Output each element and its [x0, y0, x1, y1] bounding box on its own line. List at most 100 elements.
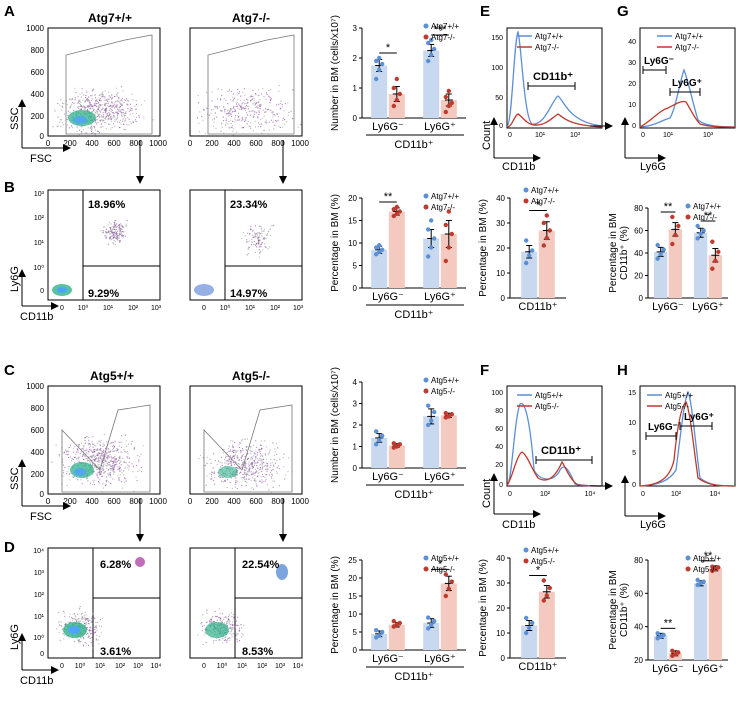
event-dot	[71, 103, 73, 105]
event-dot	[120, 123, 122, 125]
legend-wt: Atg5+/+	[665, 391, 693, 400]
event-dot	[101, 451, 103, 453]
event-dot	[251, 241, 253, 243]
event-dot	[120, 104, 122, 107]
tick: 100	[491, 65, 503, 72]
event-dot	[109, 221, 111, 223]
event-dot	[115, 224, 117, 226]
tick: 0	[202, 663, 206, 670]
event-dot	[51, 461, 53, 463]
event-dot	[78, 608, 81, 610]
significance-label: **	[704, 210, 713, 222]
tick: 200	[205, 139, 219, 148]
event-dot	[206, 609, 208, 611]
event-dot	[78, 639, 80, 641]
event-dot	[241, 439, 243, 441]
event-dot	[244, 478, 246, 480]
event-dot	[273, 128, 275, 130]
event-dot	[102, 466, 104, 468]
tick: 400	[227, 139, 241, 148]
event-dot	[109, 108, 111, 110]
data-point	[397, 91, 402, 97]
event-dot	[225, 99, 227, 101]
event-dot	[110, 117, 112, 120]
event-dot	[117, 237, 119, 239]
event-dot	[251, 463, 253, 465]
event-dot	[211, 91, 213, 93]
event-dot	[258, 246, 260, 248]
gate-pos-label: Ly6G⁺	[684, 412, 714, 423]
event-dot	[127, 467, 129, 469]
event-dot	[247, 102, 249, 104]
legend-label: Atg7+/+	[431, 192, 459, 201]
event-dot	[97, 454, 99, 457]
event-dot	[262, 467, 264, 469]
event-dot	[226, 641, 228, 643]
event-dot	[254, 468, 256, 470]
event-dot	[271, 225, 273, 227]
event-dot	[273, 114, 275, 116]
event-dot	[255, 456, 257, 458]
event-dot	[93, 466, 96, 468]
event-dot	[269, 96, 271, 98]
event-dot	[93, 460, 96, 462]
event-dot	[111, 120, 113, 122]
tick: 800	[31, 46, 45, 55]
event-dot	[256, 446, 258, 448]
event-dot	[233, 108, 235, 110]
event-dot	[228, 120, 230, 122]
event-dot	[265, 119, 267, 121]
event-dot	[263, 96, 265, 98]
event-dot	[227, 103, 229, 105]
tick: 0	[40, 288, 44, 295]
event-dot	[55, 444, 57, 446]
event-dot	[122, 470, 125, 472]
event-dot	[85, 623, 87, 625]
event-dot	[230, 464, 232, 467]
event-dot	[131, 463, 133, 465]
event-dot	[104, 96, 106, 98]
event-dot	[87, 99, 89, 101]
event-dot	[93, 616, 95, 618]
event-dot	[266, 462, 268, 464]
legend-label: Atg7-/-	[431, 33, 455, 42]
event-dot	[108, 98, 110, 100]
event-dot	[108, 117, 110, 119]
event-dot	[261, 123, 263, 125]
event-dot	[211, 478, 213, 480]
event-dot	[103, 458, 105, 460]
data-point	[670, 214, 675, 220]
event-dot	[248, 240, 250, 242]
event-dot	[97, 108, 99, 110]
event-dot	[122, 226, 124, 228]
event-dot	[103, 464, 105, 466]
y-axis-label: CD11b⁺ (%)	[619, 226, 630, 280]
scatter-plot-a-wt	[47, 27, 161, 137]
event-dot	[107, 473, 109, 475]
data-point	[426, 626, 431, 631]
event-dot	[233, 616, 235, 618]
event-dot	[108, 112, 110, 114]
event-dot	[265, 111, 267, 113]
event-dot	[110, 226, 112, 229]
event-dot	[95, 639, 97, 641]
event-dot	[119, 102, 121, 104]
event-dot	[260, 225, 262, 227]
event-dot	[67, 450, 69, 452]
event-dot	[114, 126, 116, 128]
tick: 10³	[275, 663, 286, 670]
event-dot	[216, 105, 218, 108]
event-dot	[99, 452, 101, 454]
event-dot	[271, 477, 273, 479]
event-dot	[92, 455, 94, 457]
legend-label: Atg7+/+	[531, 186, 559, 195]
y-tick-label: 10	[496, 629, 505, 638]
panel-label-F: F	[480, 362, 489, 379]
event-dot	[54, 110, 56, 112]
event-dot	[197, 102, 200, 104]
event-dot	[252, 116, 254, 118]
event-dot	[227, 456, 229, 458]
event-dot	[246, 467, 248, 469]
event-dot	[230, 122, 232, 124]
event-dot	[260, 126, 262, 128]
